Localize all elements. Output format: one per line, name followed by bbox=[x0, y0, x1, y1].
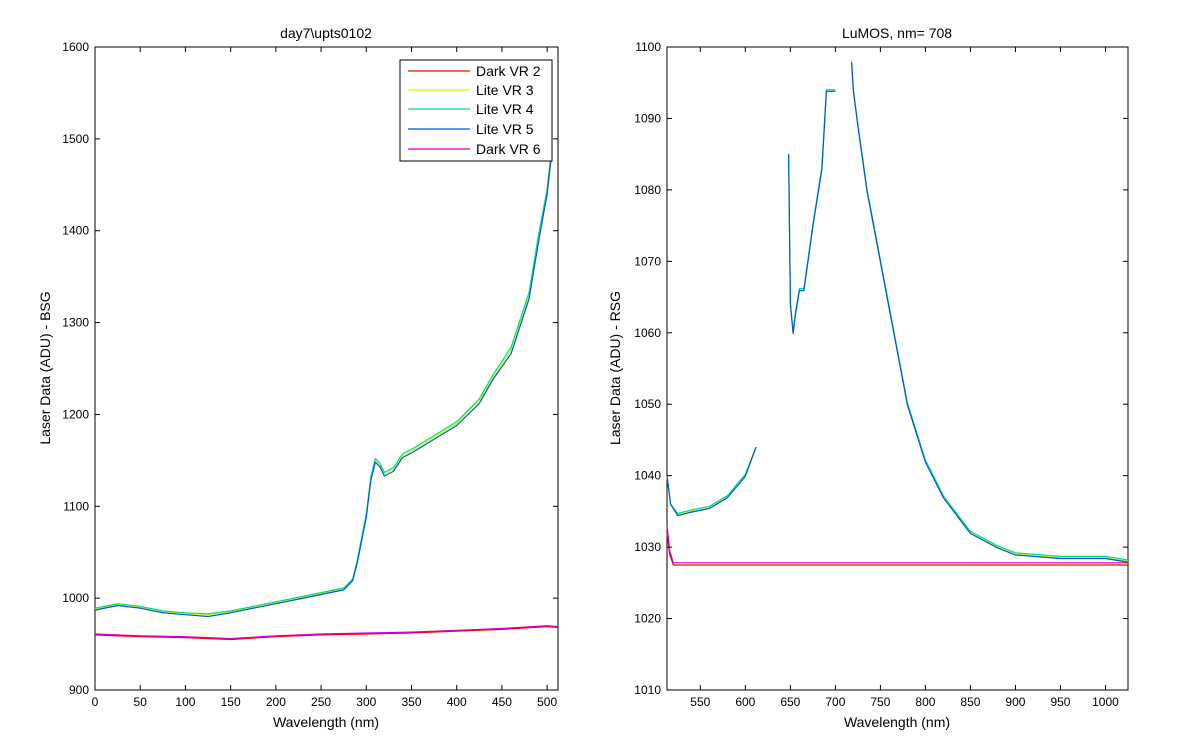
left-series-dark-vr-6 bbox=[94, 625, 559, 640]
left-x-tick-label: 450 bbox=[492, 695, 512, 709]
right-series-lite-vr-5 bbox=[666, 446, 757, 517]
left-x-tick-label: 500 bbox=[537, 695, 557, 709]
right-y-tick-label: 1060 bbox=[634, 326, 661, 340]
left-series-lite-vr-5 bbox=[94, 152, 553, 618]
left-x-tick-label: 100 bbox=[175, 695, 195, 709]
left-x-tick-label: 400 bbox=[447, 695, 467, 709]
legend-label-lite-vr-3: Lite VR 3 bbox=[476, 82, 534, 98]
right-x-tick-label: 700 bbox=[825, 695, 845, 709]
right-x-tick-label: 1000 bbox=[1092, 695, 1119, 709]
left-x-tick-label: 350 bbox=[401, 695, 421, 709]
legend-label-dark-vr-2: Dark VR 2 bbox=[476, 63, 541, 79]
left-x-tick-label: 50 bbox=[134, 695, 148, 709]
right-x-tick-label: 850 bbox=[960, 695, 980, 709]
left-y-tick-label: 1100 bbox=[63, 499, 89, 513]
left-x-tick-label: 150 bbox=[221, 695, 241, 709]
right-x-tick-label: 600 bbox=[735, 695, 755, 709]
right-plot-area bbox=[666, 46, 1129, 691]
right-y-tick-label: 1070 bbox=[634, 254, 661, 268]
right-y-tick-label: 1030 bbox=[634, 540, 661, 554]
right-plot-y-ticks: 1010 1020 1030 1040 1050 1060 1070 1080 1090 1100 bbox=[634, 40, 1128, 697]
left-y-tick-label: 1500 bbox=[62, 132, 89, 146]
left-y-tick-label: 1000 bbox=[62, 591, 89, 605]
legend-label-lite-vr-5: Lite VR 5 bbox=[476, 121, 534, 137]
right-y-tick-label: 1090 bbox=[634, 111, 661, 125]
right-x-tick-label: 950 bbox=[1050, 695, 1070, 709]
right-x-tick-label: 750 bbox=[870, 695, 890, 709]
left-x-tick-label: 300 bbox=[356, 695, 376, 709]
right-y-tick-label: 1010 bbox=[634, 683, 661, 697]
left-y-tick-label: 900 bbox=[69, 683, 89, 697]
right-x-tick-label: 800 bbox=[915, 695, 935, 709]
left-plot-y-ticks: 900 1000 1100 1200 1300 1400 1500 1600 bbox=[62, 40, 558, 697]
right-plot-series bbox=[666, 61, 1129, 566]
left-plot-y-axis-label: Laser Data (ADU) - BSG bbox=[37, 291, 53, 444]
left-x-tick-label: 0 bbox=[92, 695, 99, 709]
right-y-tick-label: 1040 bbox=[634, 469, 661, 483]
legend-box bbox=[399, 59, 553, 162]
right-plot-y-axis-label: Laser Data (ADU) - RSG bbox=[607, 291, 623, 445]
right-x-tick-label: 550 bbox=[690, 695, 710, 709]
right-series-lite-vr-5-b bbox=[788, 90, 836, 335]
left-series-lite-vr-4 bbox=[94, 147, 553, 615]
right-series-dark-vr-2 bbox=[666, 532, 1128, 566]
right-series-lite-vr-5-c bbox=[851, 62, 1129, 563]
left-plot-x-axis-label: Wavelength (nm) bbox=[273, 714, 379, 730]
right-plot: 550 600 650 700 750 800 850 900 950 1000 1010 1020… bbox=[607, 25, 1129, 730]
right-x-tick-label: 900 bbox=[1005, 695, 1025, 709]
legend-label-dark-vr-6: Dark VR 6 bbox=[476, 141, 541, 157]
right-series-dark-vr-6 bbox=[666, 525, 1128, 564]
left-plot-x-ticks: 0 50 100 150 200 250 300 350 400 450 500 bbox=[92, 47, 557, 709]
left-x-tick-label: 200 bbox=[266, 695, 286, 709]
legend-label-lite-vr-4: Lite VR 4 bbox=[476, 101, 534, 117]
left-y-tick-label: 1300 bbox=[62, 316, 89, 330]
right-plot-x-axis-label: Wavelength (nm) bbox=[844, 714, 950, 730]
left-plot-series bbox=[94, 147, 559, 641]
left-series-dark-vr-2 bbox=[94, 625, 559, 641]
right-y-tick-label: 1100 bbox=[635, 40, 661, 54]
right-y-tick-label: 1020 bbox=[634, 612, 661, 626]
left-x-tick-label: 250 bbox=[311, 695, 331, 709]
left-plot: 0 50 100 150 200 250 300 350 400 450 500 900 1000 11… bbox=[37, 25, 559, 730]
left-plot-title: day7\upts0102 bbox=[280, 25, 372, 41]
legend: Dark VR 2 Lite VR 3 Lite VR 4 Lite VR 5 … bbox=[399, 59, 553, 162]
left-y-tick-label: 1600 bbox=[62, 40, 89, 54]
right-y-tick-label: 1080 bbox=[634, 183, 661, 197]
left-y-tick-label: 1400 bbox=[62, 224, 89, 238]
right-plot-x-ticks: 550 600 650 700 750 800 850 900 950 1000 bbox=[690, 47, 1119, 709]
right-plot-title: LuMOS, nm= 708 bbox=[842, 25, 952, 41]
right-x-tick-label: 650 bbox=[780, 695, 800, 709]
left-y-tick-label: 1200 bbox=[62, 407, 89, 421]
right-y-tick-label: 1050 bbox=[634, 397, 661, 411]
